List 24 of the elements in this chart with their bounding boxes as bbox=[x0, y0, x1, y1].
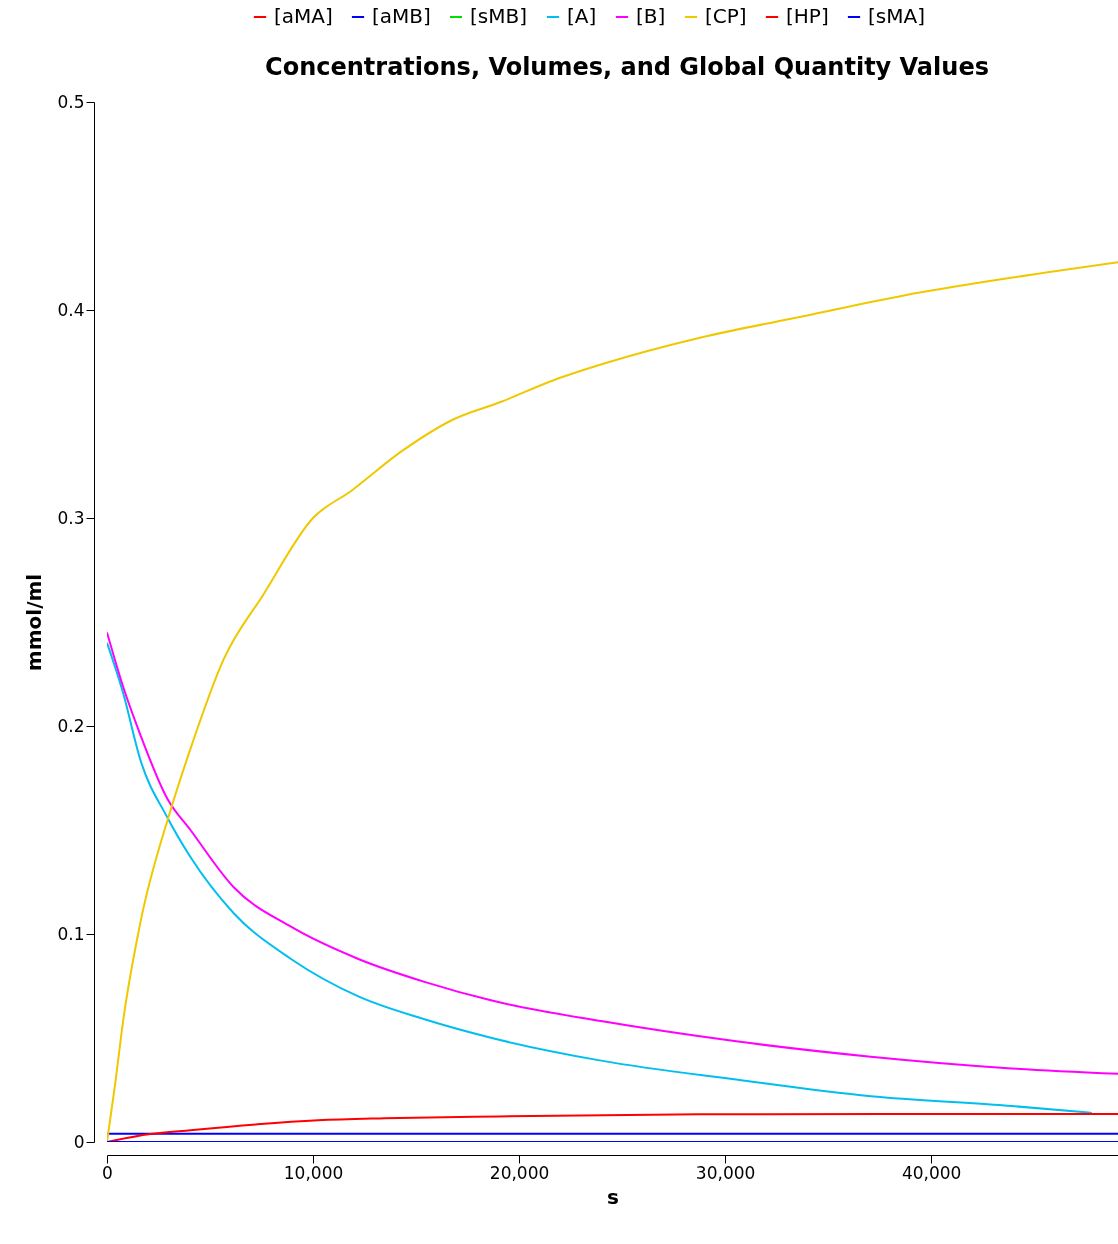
y-tick-label: 0 bbox=[73, 1131, 85, 1152]
x-tick-label: 20,000 bbox=[489, 1162, 550, 1183]
x-tick-label: 30,000 bbox=[695, 1162, 756, 1183]
legend-label: [aMB] bbox=[372, 4, 431, 28]
x-tick-label: 0 bbox=[102, 1162, 113, 1183]
legend-label: [aMA] bbox=[274, 4, 333, 28]
y-tick-label: 0.4 bbox=[57, 299, 85, 320]
legend-label: [sMB] bbox=[470, 4, 528, 28]
legend-label: [sMA] bbox=[868, 4, 925, 28]
y-tick-label: 0.5 bbox=[57, 91, 85, 112]
x-tick-label: 40,000 bbox=[901, 1162, 962, 1183]
legend-label: [HP] bbox=[786, 4, 829, 28]
legend-label: [CP] bbox=[705, 4, 747, 28]
x-axis-title: s bbox=[607, 1184, 619, 1209]
line-series bbox=[107, 1112, 1118, 1142]
y-tick-label: 0.3 bbox=[57, 507, 85, 528]
x-tick-label: 10,000 bbox=[283, 1162, 344, 1183]
y-axis-title: mmol/ml bbox=[22, 573, 47, 672]
line-series bbox=[107, 261, 1118, 1142]
y-tick-label: 0.1 bbox=[57, 923, 85, 944]
chart-title: Concentrations, Volumes, and Global Quantity Values bbox=[265, 53, 989, 81]
y-tick-label: 0.2 bbox=[57, 715, 85, 736]
legend-label: [B] bbox=[636, 4, 666, 28]
legend-label: [A] bbox=[567, 4, 597, 28]
